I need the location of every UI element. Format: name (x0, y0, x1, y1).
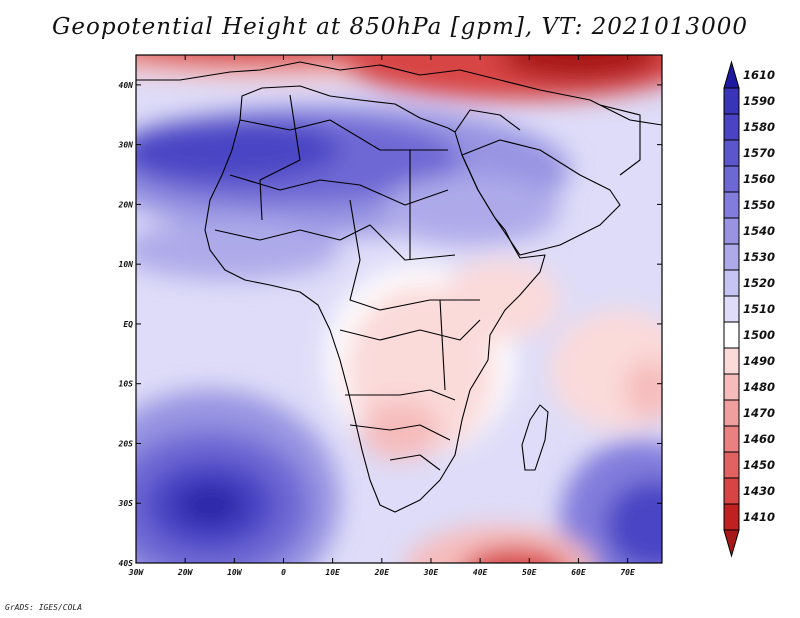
colorbar-label: 1500 (743, 328, 775, 342)
colorbar-label: 1490 (743, 354, 775, 368)
colorbar-swatch (723, 139, 740, 167)
lon-tick-label: 50E (522, 568, 537, 577)
colorbar-label: 1470 (743, 406, 775, 420)
colorbar-swatch (723, 321, 740, 349)
lon-tick-label: 70E (620, 568, 635, 577)
colorbar-swatch (723, 503, 740, 531)
height-field (136, 55, 662, 563)
lon-tick-label: 60E (571, 568, 586, 577)
colorbar-swatch (723, 113, 740, 141)
lat-tick-label: 10N (119, 260, 134, 269)
colorbar-label: 1530 (743, 250, 775, 264)
chart-title: Geopotential Height at 850hPa [gpm], VT:… (52, 14, 748, 40)
colorbar: 1610 1590 1580 1570 1560 1550 1540 1530 1520 1510… (723, 60, 775, 558)
colorbar-swatch (723, 60, 740, 89)
colorbar-label: 1520 (743, 276, 775, 290)
lat-tick-label: 40S (119, 559, 134, 568)
colorbar-swatch (723, 87, 740, 115)
colorbar-swatch (723, 243, 740, 271)
footer-credit: GrADS: IGES/COLA (5, 603, 83, 612)
lat-tick-label: 20S (118, 439, 134, 448)
colorbar-swatch (723, 399, 740, 427)
colorbar-label: 1540 (743, 224, 775, 238)
colorbar-label: 1610 (743, 68, 775, 82)
longitude-axis: 30W 20W 10W 0 10E 20E 30E 40E 50E 60E 70E (128, 55, 635, 577)
lat-tick-label: 40N (119, 81, 134, 90)
colorbar-swatch (723, 217, 740, 245)
lon-tick-label: 10W (227, 568, 243, 577)
colorbar-swatch (723, 269, 740, 297)
colorbar-swatch (723, 295, 740, 323)
colorbar-label: 1460 (743, 432, 775, 446)
lat-tick-label: 20N (118, 200, 134, 209)
colorbar-label: 1450 (743, 458, 775, 472)
colorbar-swatch (723, 477, 740, 505)
colorbar-label: 1560 (743, 172, 775, 186)
colorbar-swatch (723, 529, 740, 558)
lon-tick-label: 40E (473, 568, 488, 577)
colorbar-swatch (723, 451, 740, 479)
colorbar-swatch (723, 191, 740, 219)
lon-tick-label: 10E (325, 568, 340, 577)
lon-tick-label: 30W (128, 568, 145, 577)
lat-tick-label: 30S (118, 499, 134, 508)
colorbar-swatch (723, 373, 740, 401)
colorbar-label: 1480 (743, 380, 775, 394)
lon-tick-label: 0 (281, 568, 286, 577)
coastlines (136, 61, 662, 513)
lon-tick-label: 20E (374, 568, 390, 577)
lon-tick-label: 30E (423, 568, 439, 577)
colorbar-label: 1410 (743, 510, 775, 524)
colorbar-label: 1510 (743, 302, 775, 316)
colorbar-label: 1430 (743, 484, 775, 498)
colorbar-swatch (723, 425, 740, 453)
colorbar-label: 1580 (743, 120, 775, 134)
map-frame (135, 54, 663, 564)
lat-tick-label: 10S (119, 380, 134, 389)
colorbar-swatch (723, 347, 740, 375)
colorbar-swatch (723, 165, 740, 193)
colorbar-label: 1570 (743, 146, 775, 160)
colorbar-label: 1550 (743, 198, 775, 212)
lat-tick-label: EQ (123, 320, 133, 329)
colorbar-label: 1590 (743, 94, 775, 108)
lon-tick-label: 20W (177, 568, 194, 577)
lat-tick-label: 30N (118, 141, 134, 150)
latitude-axis: 40N 30N 20N 10N EQ 10S 20S 30S 40S (118, 81, 662, 568)
